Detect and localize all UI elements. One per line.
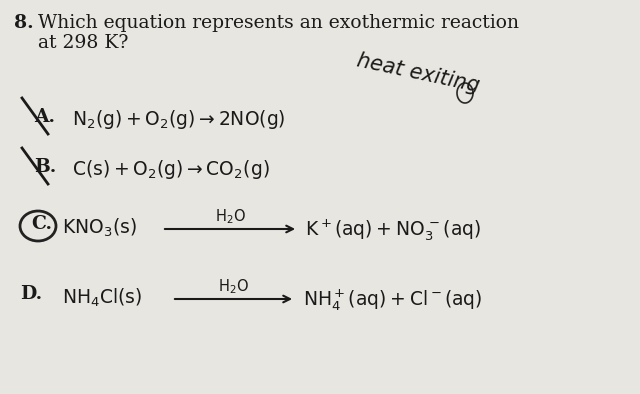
Text: C.: C. [31,215,52,233]
Text: A.: A. [34,108,55,126]
Text: heat exiting: heat exiting [355,50,481,96]
Text: $\mathrm{NH_4^+(aq) + Cl^-(aq)}$: $\mathrm{NH_4^+(aq) + Cl^-(aq)}$ [303,287,483,312]
Text: $\mathrm{N_2(g) + O_2(g) \rightarrow 2NO(g)}$: $\mathrm{N_2(g) + O_2(g) \rightarrow 2NO… [72,108,285,131]
Text: $\mathrm{NH_4Cl(s)}$: $\mathrm{NH_4Cl(s)}$ [62,287,142,309]
Text: $\mathrm{H_2O}$: $\mathrm{H_2O}$ [214,207,245,226]
Text: $\mathrm{KNO_3(s)}$: $\mathrm{KNO_3(s)}$ [62,217,137,239]
Text: $\mathrm{C(s) + O_2(g) \rightarrow CO_2(g)}$: $\mathrm{C(s) + O_2(g) \rightarrow CO_2(… [72,158,269,181]
Text: 8.: 8. [14,14,34,32]
Text: $\mathrm{K^+(aq) + NO_3^{\,-}(aq)}$: $\mathrm{K^+(aq) + NO_3^{\,-}(aq)}$ [305,217,481,243]
Text: D.: D. [20,285,42,303]
Text: B.: B. [34,158,56,176]
Text: Which equation represents an exothermic reaction: Which equation represents an exothermic … [38,14,519,32]
Text: at 298 K?: at 298 K? [38,34,129,52]
Text: $\mathrm{H_2O}$: $\mathrm{H_2O}$ [218,277,249,296]
